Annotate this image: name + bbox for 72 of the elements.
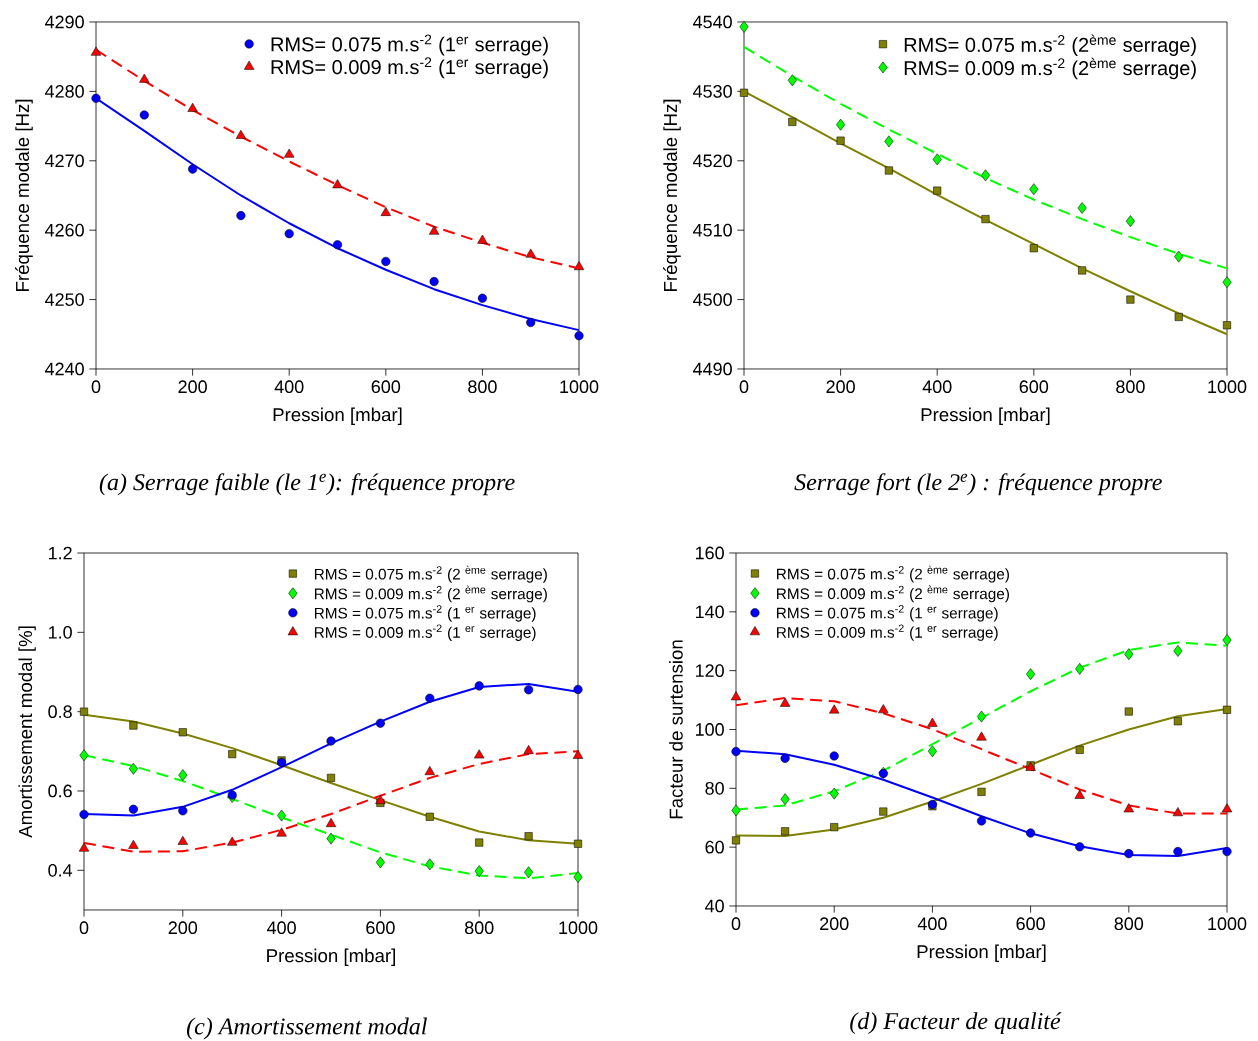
y-axis-title: Facteur de surtension [669,640,683,819]
y-tick-label: 4250 [45,293,84,306]
y-tick-label: 4500 [693,293,732,306]
legend-label: RMS= 0.075 m.s$^{-2}$ (2$^{ème}$ serrage) [904,34,1196,56]
y-axis-title: Amortissement modal [%] [18,626,36,838]
legend-label: RMS = 0.009 m.s$^{-2}$ (1 $^{er}$ serrage) [314,624,536,641]
legend-label: RMS= 0.009 m.s$^{-2}$ (1$^{er}$ serrage) [271,57,548,79]
x-tick-label: 0 [739,380,749,394]
x-tick-label: 400 [922,380,952,394]
x-tick-label: 400 [274,380,304,394]
x-tick-label: 800 [464,921,494,935]
x-tick-label: 800 [1116,380,1145,394]
y-axis-title: Fréquence modale [Hz] [663,99,681,291]
text: (a) Serrage faible (le 1$^{e}$): fréquence propre [99,473,515,496]
x-tick-label: 600 [366,921,395,935]
x-tick-label: 800 [1114,917,1144,931]
y-tick-label: 4280 [45,85,84,98]
y-tick-label: 100 [695,723,724,736]
legend-label: RMS = 0.009 m.s$^{-2}$ (1 $^{er}$ serrage) [777,624,998,641]
legend-label: RMS = 0.075 m.s$^{-2}$ (2 $^{ème}$ serrage) [777,565,1009,583]
x-axis-title: Pression [mbar] [921,407,1050,425]
x-tick-label: 200 [826,380,855,394]
x-tick-label: 600 [1019,380,1049,394]
legend-label: RMS = 0.009 m.s$^{-2}$ (2 $^{ème}$ serrage) [314,585,547,603]
y-tick-label: 4260 [45,223,84,237]
y-tick-label: 40 [705,899,724,913]
x-tick-label: 400 [917,917,947,931]
y-tick-label: 160 [695,546,724,560]
legend-label: RMS = 0.075 m.s$^{-2}$ (1 $^{er}$ serrage) [314,605,536,622]
y-tick-label: 4530 [693,85,732,98]
y-tick-label: 4240 [45,362,84,376]
y-tick-label: 4520 [693,154,732,168]
x-tick-label: 200 [820,917,849,931]
y-tick-label: 4490 [693,362,732,376]
y-tick-label: 0.4 [48,863,73,877]
legend-label: RMS = 0.009 m.s$^{-2}$ (2 $^{ème}$ serrage) [777,585,1009,603]
legend-label: RMS= 0.075 m.s$^{-2}$ (1$^{er}$ serrage) [271,34,548,56]
y-axis-title: Fréquence modale [Hz] [15,99,33,291]
y-tick-label: 4540 [693,15,732,29]
y-tick-label: 1.2 [48,546,72,560]
y-tick-label: 4290 [45,15,84,29]
y-tick-label: 4510 [693,223,732,237]
y-tick-label: 1.0 [48,625,72,639]
y-tick-label: 60 [705,840,724,854]
x-tick-label: 1000 [560,380,599,394]
x-tick-label: 600 [1016,917,1045,931]
x-tick-label: 200 [168,921,198,935]
x-tick-label: 800 [468,380,497,394]
x-tick-label: 1000 [559,921,598,935]
x-tick-label: 600 [371,380,401,394]
y-tick-label: 120 [695,664,724,678]
y-tick-label: 0.8 [48,705,72,719]
x-tick-label: 1000 [1208,380,1247,394]
text: (c) Amortissement modal [186,1017,427,1040]
y-tick-label: 140 [695,605,724,619]
x-axis-title: Pression [mbar] [917,944,1046,962]
x-tick-label: 1000 [1208,917,1247,931]
y-tick-label: 0.6 [48,784,72,798]
x-axis-title: Pression [mbar] [267,948,395,966]
legend-label: RMS = 0.075 m.s$^{-2}$ (2 $^{ème}$ serrage) [314,565,547,583]
legend-label: RMS= 0.009 m.s$^{-2}$ (2$^{ème}$ serrage) [904,57,1196,80]
x-tick-label: 0 [91,380,101,394]
x-tick-label: 400 [267,921,296,935]
x-tick-label: 0 [731,917,741,931]
text: Serrage fort (le 2$^{e}$) : fréquence propre [794,473,1162,496]
x-tick-label: 200 [178,380,207,394]
text: (d) Facteur de qualité [850,1012,1062,1035]
y-tick-label: 4270 [45,154,84,168]
legend-label: RMS = 0.075 m.s$^{-2}$ (1 $^{er}$ serrage) [777,605,998,622]
x-axis-title: Pression [mbar] [273,407,402,425]
x-tick-label: 0 [79,921,89,935]
y-tick-label: 80 [705,781,724,795]
